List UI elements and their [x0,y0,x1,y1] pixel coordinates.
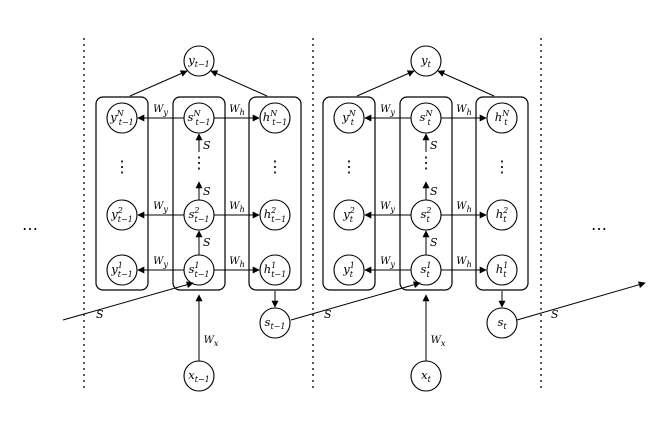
step-1-s-label-1-to-2: S [203,236,211,249]
step-1-y-node-1 [106,254,138,286]
step-1-s-node-1-label: s1 t−1 [188,261,209,279]
step-1-hidden-vdots: ⋮ [267,157,283,176]
step-2-state-vdots: ⋮ [418,153,434,172]
step-1-s-node-2 [183,199,215,231]
step-2-y-node-1-label: y1 t [342,261,355,279]
step-2-wh-label-row-3: Wh [456,256,471,269]
step-1-s-node-2-label: s2 t−1 [188,206,209,224]
step-1-edge-hidden-group-to-y [210,70,268,97]
step-2-y-node-2 [333,199,365,231]
step-1-state-output-node [259,307,291,339]
step-2-s-label-dots-to-N: S [430,139,438,152]
step-2-s-label-2-to-dots: S [430,185,438,198]
step-2-wx-label: Wx [431,335,446,348]
step-2-s-node-2-label: s2 t [421,206,432,224]
step-2-h-node-2-label: h2 t [496,206,509,224]
step-2-s-node-N-label: sN t [420,109,434,127]
step-1-h-node-1 [259,254,291,286]
step-2-y-node-1 [333,254,365,286]
step-1-h-node-2-label: h2 t−1 [264,206,287,224]
step-2-h-node-N-label: hN t [495,109,510,127]
step-1-output-vdots: ⋮ [114,157,130,176]
step-2-output-node [410,45,442,77]
s-label-step-1-to-step-2: S [324,308,332,321]
step-2-y-node-N-label: yN t [341,109,357,127]
step-1-h-node-1-label: h1 t−1 [264,261,287,279]
step-2-wy-label-row-1: Wy [380,104,395,117]
step-1-s-label-dots-to-N: S [203,139,211,152]
step-2-output-vdots: ⋮ [341,157,357,176]
step-2-s-node-2 [410,199,442,231]
step-2-y-node-2-label: y2 t [342,206,355,224]
edge-s-outgoing-step-2 [516,281,646,321]
step-2-input-node [410,360,442,392]
s-label-outgoing-step-2: S [551,308,559,321]
edge-s-incoming-step-1 [62,281,194,321]
step-1-output-node [183,45,215,77]
step-1-wy-label-row-2: Wy [153,201,168,214]
step-2-state-output-node [486,307,518,339]
step-2-hidden-vdots: ⋮ [494,157,510,176]
step-1-state-vdots: ⋮ [191,153,207,172]
step-1-y-node-2-label: y2 t−1 [110,206,133,224]
step-1-h-node-N [259,102,291,134]
left-ellipsis: ⋯ [22,219,38,238]
step-2-h-node-1 [486,254,518,286]
edge-s-step-1-to-step-2 [290,281,421,321]
step-2-state-output-node-label: st [497,315,507,331]
step-1-h-node-2 [259,199,291,231]
step-2-s-label-1-to-2: S [430,236,438,249]
step-1-wx-label: Wx [204,335,219,348]
step-1-wh-label-row-1: Wh [229,104,244,117]
step-2-h-node-2 [486,199,518,231]
step-1-s-node-N-label: sN t−1 [188,109,211,127]
step-1-y-node-N [106,102,138,134]
step-2-s-node-N [410,102,442,134]
step-1-output-group [95,96,149,291]
step-2-input-node-label: xt [421,368,432,384]
step-2-wh-label-row-2: Wh [456,201,471,214]
step-2-s-node-1 [410,254,442,286]
step-1-s-node-N [183,102,215,134]
step-2-state-group [399,96,453,291]
step-2-y-node-N [333,102,365,134]
step-2-wy-label-row-2: Wy [380,201,395,214]
step-1-state-group [172,96,226,291]
step-1-s-label-2-to-dots: S [203,185,211,198]
step-1-s-node-1 [183,254,215,286]
step-1-state-output-node-label: st−1 [265,315,286,331]
step-2-output-node-label: yt [420,53,432,69]
step-1-input-node [183,360,215,392]
step-1-edge-output-group-to-y [129,70,188,97]
step-1-h-node-N-label: hN t−1 [263,109,287,127]
step-2-edge-hidden-group-to-y [437,70,495,97]
step-1-wh-label-row-3: Wh [229,256,244,269]
step-2-h-node-N [486,102,518,134]
step-1-wy-label-row-3: Wy [153,256,168,269]
step-2-output-group [322,96,376,291]
step-2-wh-label-row-1: Wh [456,104,471,117]
step-1-wy-label-row-1: Wy [153,104,168,117]
step-2-hidden-group [475,96,529,291]
step-1-input-node-label: xt−1 [188,368,210,384]
s-label-incoming-step-1: S [96,308,104,321]
step-2-h-node-1-label: h1 t [496,261,509,279]
step-1-y-node-N-label: yN t−1 [109,109,134,127]
step-1-hidden-group [248,96,302,291]
right-ellipsis: ⋯ [591,219,607,238]
step-2-edge-output-group-to-y [356,70,415,97]
step-1-y-node-2 [106,199,138,231]
step-2-wy-label-row-3: Wy [380,256,395,269]
step-1-y-node-1-label: y1 t−1 [110,261,133,279]
step-1-wh-label-row-2: Wh [229,201,244,214]
step-1-output-node-label: yt−1 [187,53,210,69]
step-2-s-node-1-label: s1 t [421,261,432,279]
